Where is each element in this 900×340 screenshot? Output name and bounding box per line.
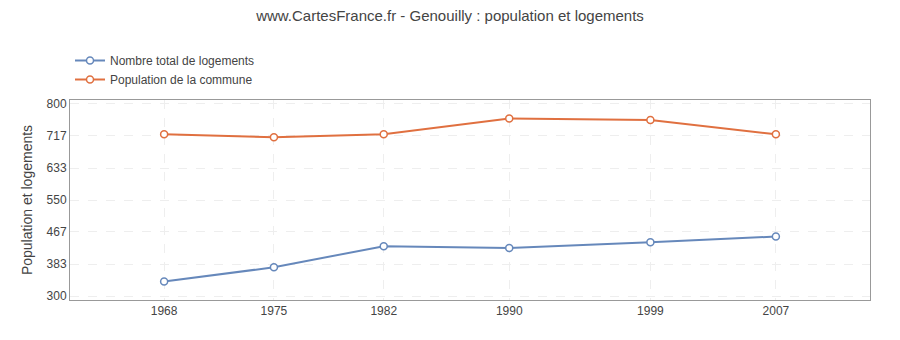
svg-text:2007: 2007: [763, 304, 790, 318]
svg-text:1968: 1968: [151, 304, 178, 318]
svg-text:300: 300: [47, 289, 67, 303]
svg-text:800: 800: [47, 97, 67, 111]
svg-text:1975: 1975: [261, 304, 288, 318]
svg-text:1990: 1990: [496, 304, 523, 318]
svg-text:717: 717: [47, 129, 67, 143]
svg-text:467: 467: [47, 225, 67, 239]
svg-text:Population de la commune: Population de la commune: [110, 73, 252, 87]
svg-text:383: 383: [47, 257, 67, 271]
svg-text:1982: 1982: [370, 304, 397, 318]
svg-text:1999: 1999: [637, 304, 664, 318]
svg-text:550: 550: [47, 193, 67, 207]
svg-text:633: 633: [47, 161, 67, 175]
svg-text:www.CartesFrance.fr - Genouill: www.CartesFrance.fr - Genouilly : popula…: [255, 7, 644, 24]
svg-text:Population et logements: Population et logements: [19, 125, 35, 275]
svg-text:Nombre total de logements: Nombre total de logements: [110, 54, 254, 68]
